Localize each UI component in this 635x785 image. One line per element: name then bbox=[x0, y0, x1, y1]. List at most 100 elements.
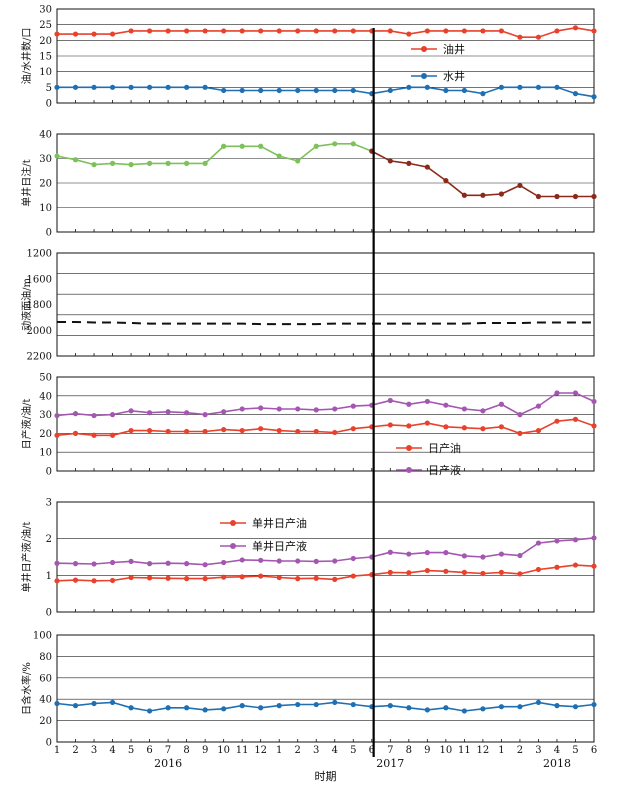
legend-item: 水井 bbox=[411, 69, 465, 83]
data-point bbox=[387, 549, 393, 555]
data-point bbox=[258, 143, 264, 149]
y-tick-label: 0 bbox=[46, 467, 52, 478]
x-year-label: 2016 bbox=[154, 757, 182, 770]
data-point bbox=[295, 158, 301, 164]
x-tick-label: 7 bbox=[387, 745, 393, 756]
x-tick-label: 6 bbox=[369, 745, 375, 756]
data-point bbox=[146, 561, 153, 567]
data-point bbox=[443, 28, 449, 34]
data-point bbox=[406, 84, 412, 90]
data-point bbox=[406, 31, 412, 37]
data-point bbox=[406, 570, 412, 576]
data-point bbox=[146, 427, 153, 434]
data-point bbox=[480, 192, 486, 198]
y-tick-label: 2 bbox=[46, 534, 52, 545]
data-point bbox=[313, 87, 319, 94]
data-point bbox=[54, 84, 60, 90]
x-tick-label: 1 bbox=[54, 745, 60, 756]
y-tick-label: 0 bbox=[46, 99, 52, 110]
data-point bbox=[295, 576, 301, 582]
series-water_cut-0 bbox=[54, 699, 597, 714]
data-point bbox=[128, 162, 134, 168]
y-tick-label: 10 bbox=[39, 203, 52, 214]
legend-label: 日产油 bbox=[428, 441, 461, 455]
y-tick-label: 0 bbox=[46, 738, 52, 749]
data-point bbox=[480, 408, 486, 414]
data-point bbox=[554, 28, 560, 34]
data-point bbox=[295, 428, 301, 435]
data-point bbox=[91, 162, 97, 168]
series-line bbox=[56, 143, 373, 166]
legend-swatch-marker bbox=[421, 73, 427, 79]
x-year-label: 2017 bbox=[376, 757, 404, 770]
y-tick-label: 30 bbox=[39, 410, 52, 421]
data-point bbox=[109, 577, 116, 584]
data-point bbox=[276, 574, 282, 581]
data-point bbox=[313, 701, 319, 708]
data-point bbox=[295, 28, 301, 34]
data-point bbox=[572, 537, 579, 543]
data-point bbox=[387, 569, 393, 576]
legend-label: 水井 bbox=[443, 69, 465, 83]
y-tick-label: 40 bbox=[39, 130, 52, 141]
data-point bbox=[276, 558, 282, 564]
data-point bbox=[517, 704, 523, 710]
x-tick-label: 4 bbox=[109, 745, 115, 756]
data-point bbox=[591, 193, 597, 200]
y-axis-label: 日含水率/% bbox=[20, 662, 33, 715]
x-tick-label: 7 bbox=[165, 745, 171, 756]
legend-item: 单井日产液 bbox=[220, 539, 307, 553]
data-point bbox=[387, 87, 393, 94]
series-单井日产液 bbox=[54, 535, 597, 568]
series-line bbox=[57, 26, 595, 39]
x-tick-label: 11 bbox=[236, 745, 249, 756]
data-point bbox=[72, 411, 79, 417]
data-point bbox=[109, 160, 116, 166]
legend-swatch-marker bbox=[406, 445, 412, 451]
data-point bbox=[165, 705, 171, 711]
data-point bbox=[517, 552, 523, 559]
data-point bbox=[591, 94, 597, 100]
y-axis-label: 动液面油/m bbox=[20, 278, 33, 331]
y-tick-label: 100 bbox=[33, 631, 52, 642]
data-point bbox=[498, 401, 505, 407]
x-tick-label: 8 bbox=[183, 745, 189, 756]
y-tick-label: 2000 bbox=[27, 326, 52, 337]
x-tick-label: 6 bbox=[591, 745, 597, 756]
data-point bbox=[517, 571, 523, 577]
data-point bbox=[221, 28, 227, 34]
data-point bbox=[350, 403, 356, 409]
data-point bbox=[72, 157, 79, 163]
data-point bbox=[258, 573, 264, 579]
data-point bbox=[295, 701, 301, 708]
data-point bbox=[387, 422, 393, 428]
data-point bbox=[554, 84, 560, 90]
data-point bbox=[591, 563, 597, 569]
data-point bbox=[184, 28, 190, 34]
y-tick-label: 80 bbox=[39, 652, 52, 663]
data-point bbox=[184, 160, 190, 166]
data-point bbox=[128, 28, 134, 34]
data-point bbox=[146, 708, 153, 714]
data-point bbox=[221, 409, 227, 415]
data-point bbox=[91, 700, 97, 707]
data-point bbox=[461, 425, 467, 431]
data-point bbox=[239, 703, 245, 709]
x-tick-label: 5 bbox=[350, 745, 356, 756]
data-point bbox=[202, 160, 208, 166]
data-point bbox=[313, 575, 319, 581]
data-point bbox=[332, 558, 338, 564]
data-point bbox=[128, 705, 134, 711]
data-point bbox=[406, 551, 412, 557]
data-point bbox=[535, 193, 542, 200]
data-point bbox=[221, 427, 227, 433]
data-point bbox=[165, 560, 171, 566]
data-point bbox=[239, 143, 245, 149]
data-point bbox=[461, 553, 467, 559]
y-axis-label: 单井日产液/油/t bbox=[20, 522, 33, 593]
data-point bbox=[443, 177, 449, 184]
data-point bbox=[128, 427, 134, 434]
legend-label: 单井日产油 bbox=[252, 516, 307, 530]
series-line bbox=[56, 564, 595, 582]
